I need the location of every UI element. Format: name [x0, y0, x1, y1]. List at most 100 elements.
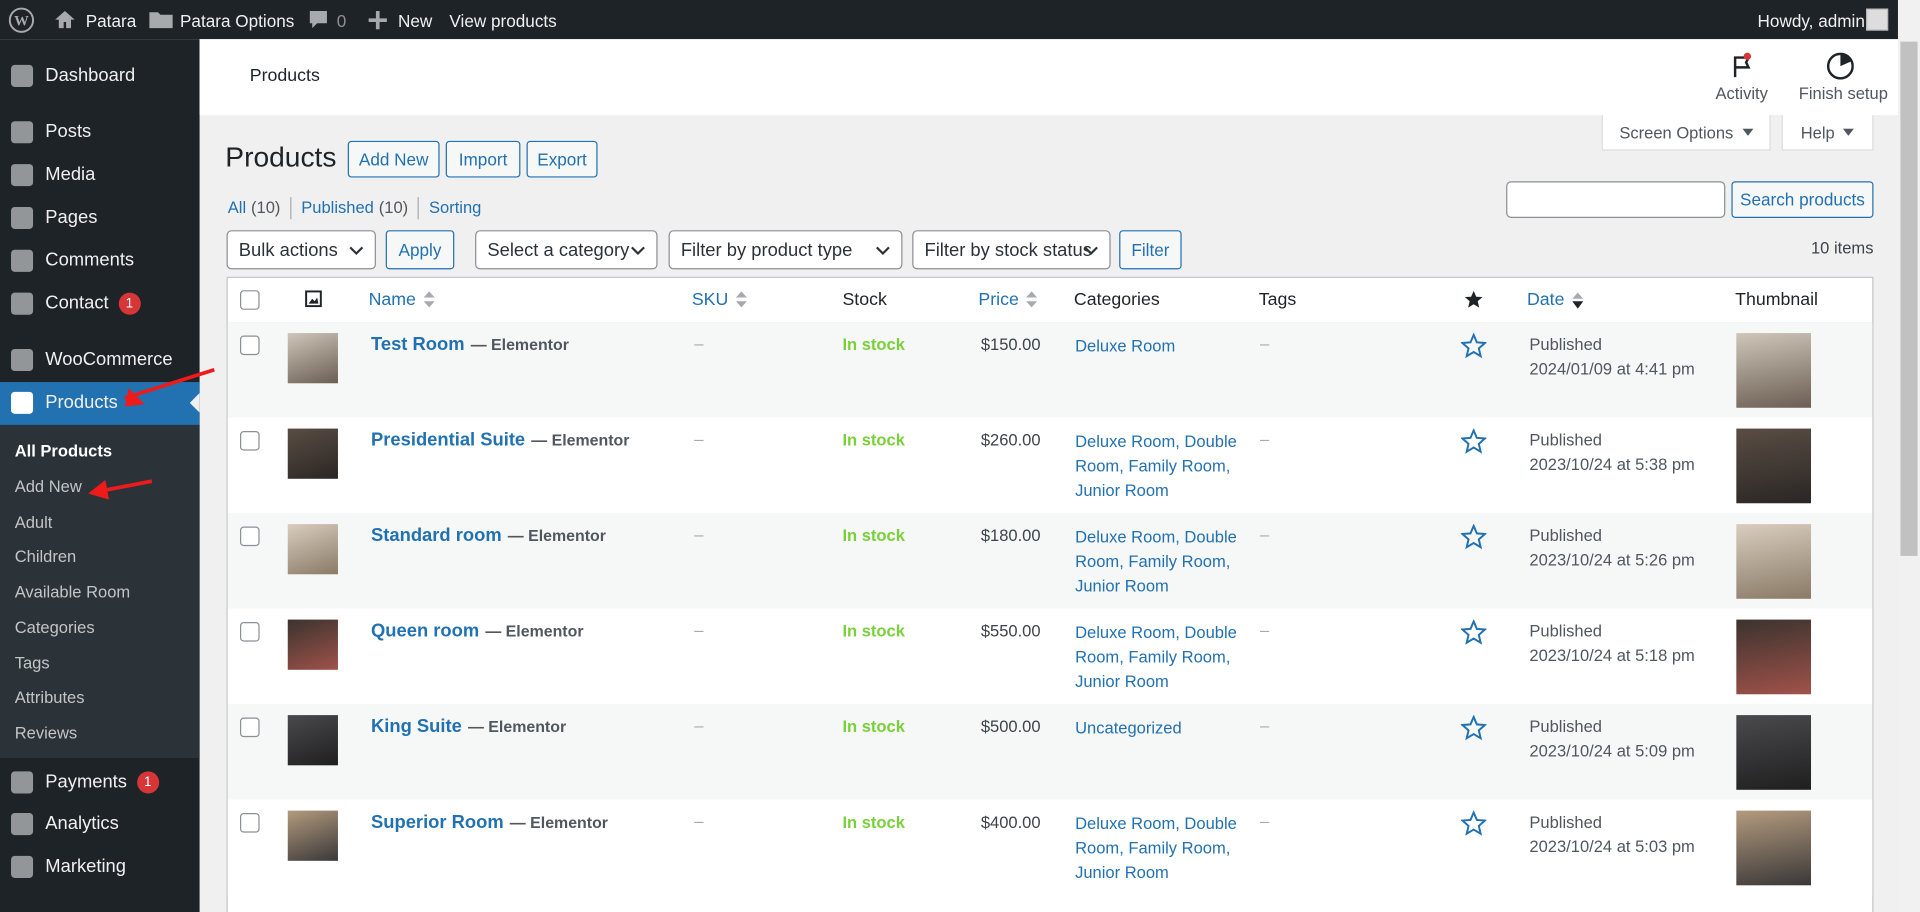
column-label[interactable]: Date — [1526, 290, 1565, 310]
select-label[interactable]: Select a category — [487, 239, 630, 261]
menu-label[interactable]: Analytics — [45, 813, 119, 834]
active-pointer — [189, 393, 200, 413]
menu-item[interactable]: Payments 1 — [45, 769, 159, 796]
submenu-item[interactable]: Children — [14, 547, 77, 567]
submenu-item[interactable]: Attributes — [14, 688, 85, 707]
categories[interactable]: Deluxe Room, Double Room, Family Room, J… — [1075, 432, 1237, 500]
featured-star[interactable] — [1460, 428, 1487, 455]
select-label[interactable]: Bulk actions — [238, 239, 338, 261]
featured-star[interactable] — [1460, 715, 1487, 741]
row-checkbox[interactable] — [240, 622, 260, 642]
search-input[interactable] — [1506, 181, 1726, 218]
row-checkbox[interactable] — [240, 813, 260, 833]
featured-star[interactable] — [1460, 524, 1487, 550]
admin-bar-new[interactable]: New — [397, 11, 433, 31]
menu-item[interactable]: Posts — [45, 119, 91, 146]
menu-label[interactable]: Media — [45, 164, 96, 185]
row-checkbox[interactable] — [240, 526, 260, 547]
submenu-item[interactable]: Adult — [14, 512, 53, 531]
head-checkbox[interactable] — [240, 290, 260, 310]
menu-item[interactable]: Contact 1 — [45, 290, 141, 317]
view-label[interactable]: Published — [301, 198, 374, 217]
categories[interactable]: Deluxe Room, Double Room, Family Room, J… — [1075, 814, 1237, 882]
submenu-item[interactable]: Categories — [14, 618, 95, 637]
select-label[interactable]: Filter by product type — [680, 239, 853, 261]
tab-label[interactable]: Help — [1800, 123, 1835, 142]
menu-label[interactable]: Pages — [45, 206, 98, 228]
screen-meta-tab[interactable]: Screen Options — [1601, 115, 1771, 151]
view-link[interactable]: All (10) — [228, 197, 290, 219]
screen-meta-tab[interactable]: Help — [1781, 115, 1874, 151]
menu-label[interactable]: WooCommerce — [45, 348, 173, 370]
row-checkbox[interactable] — [240, 717, 260, 738]
activity-label[interactable]: Activity — [1715, 84, 1768, 103]
categories[interactable]: Deluxe Room — [1075, 336, 1176, 356]
page-title-action[interactable]: Export — [526, 140, 598, 178]
view-link[interactable]: Sorting — [417, 197, 491, 220]
submenu-item[interactable]: Reviews — [14, 723, 78, 743]
search-button[interactable]: Search products — [1731, 181, 1874, 218]
featured-star[interactable] — [1460, 333, 1487, 359]
menu-label[interactable]: Products — [45, 391, 118, 413]
menu-item[interactable]: Marketing — [45, 853, 126, 880]
menu-item[interactable]: Products — [45, 389, 117, 416]
select[interactable]: Bulk actions — [226, 230, 376, 270]
product-name: Queen room — Elementor — [371, 620, 584, 644]
view-link[interactable]: Published (10) — [290, 197, 418, 220]
menu-label[interactable]: Dashboard — [45, 64, 136, 86]
menu-label[interactable]: Posts — [45, 121, 92, 143]
menu-label[interactable]: Payments — [45, 771, 127, 793]
column-header[interactable]: Price — [978, 288, 1038, 312]
featured-star[interactable] — [1460, 619, 1487, 646]
apply-button[interactable]: Apply — [385, 230, 455, 270]
select[interactable]: Filter by stock status — [912, 230, 1111, 270]
menu-item[interactable]: Media — [45, 162, 95, 189]
admin-bar-site[interactable]: Patara — [85, 11, 137, 31]
column-header[interactable]: Name — [369, 288, 435, 312]
admin-bar-view[interactable]: View products — [449, 11, 557, 31]
categories[interactable]: Deluxe Room, Double Room, Family Room, J… — [1075, 527, 1237, 596]
categories[interactable]: Uncategorized — [1075, 718, 1182, 738]
page-title-action[interactable]: Import — [445, 140, 521, 178]
select-label[interactable]: Filter by stock status — [924, 239, 1092, 261]
submenu-item[interactable]: Add New — [14, 477, 82, 496]
view-label[interactable]: All — [227, 198, 247, 217]
featured-star[interactable] — [1460, 810, 1487, 837]
categories[interactable]: Deluxe Room, Double Room, Family Room, J… — [1075, 623, 1237, 691]
submenu-item[interactable]: Available Room — [14, 582, 131, 602]
column-label[interactable]: Name — [368, 290, 416, 310]
finish-setup-label[interactable]: Finish setup — [1798, 84, 1888, 103]
product-link[interactable]: Queen room — [371, 620, 480, 642]
row-checkbox[interactable] — [240, 335, 260, 356]
submenu-item[interactable]: All Products — [14, 442, 113, 461]
page-title-action[interactable]: Add New — [347, 140, 440, 178]
menu-item[interactable]: Dashboard — [45, 62, 135, 89]
menu-item[interactable]: Pages — [45, 204, 97, 231]
admin-bar-options[interactable]: Patara Options — [180, 11, 295, 31]
column-label[interactable]: Price — [978, 290, 1019, 310]
menu-label[interactable]: Contact — [45, 292, 109, 314]
column-header[interactable]: SKU — [692, 288, 747, 312]
menu-item[interactable]: Analytics — [45, 811, 119, 838]
column-header[interactable]: Date — [1527, 288, 1583, 312]
product-link[interactable]: Superior Room — [371, 811, 504, 833]
column-label[interactable]: SKU — [691, 290, 729, 310]
product-link[interactable]: Standard room — [371, 525, 502, 547]
filter-button[interactable]: Filter — [1119, 230, 1182, 270]
product-link[interactable]: King Suite — [371, 716, 462, 738]
view-label[interactable]: Sorting — [428, 198, 482, 217]
stock-status: In stock — [842, 431, 905, 450]
tab-label[interactable]: Screen Options — [1619, 123, 1734, 142]
product-link[interactable]: Test Room — [371, 334, 465, 356]
row-checkbox[interactable] — [240, 431, 260, 451]
admin-bar-greeting[interactable]: Howdy, admin — [1757, 11, 1865, 31]
menu-item[interactable]: WooCommerce — [45, 347, 172, 374]
menu-label[interactable]: Marketing — [45, 855, 126, 877]
menu-label[interactable]: Comments — [45, 249, 135, 271]
select[interactable]: Filter by product type — [668, 230, 903, 270]
submenu-item[interactable]: Tags — [14, 653, 50, 672]
menu-item[interactable]: Comments — [45, 247, 134, 274]
select[interactable]: Select a category — [475, 230, 658, 270]
admin-bar-comments[interactable]: 0 — [336, 11, 347, 31]
product-link[interactable]: Presidential Suite — [371, 429, 526, 451]
